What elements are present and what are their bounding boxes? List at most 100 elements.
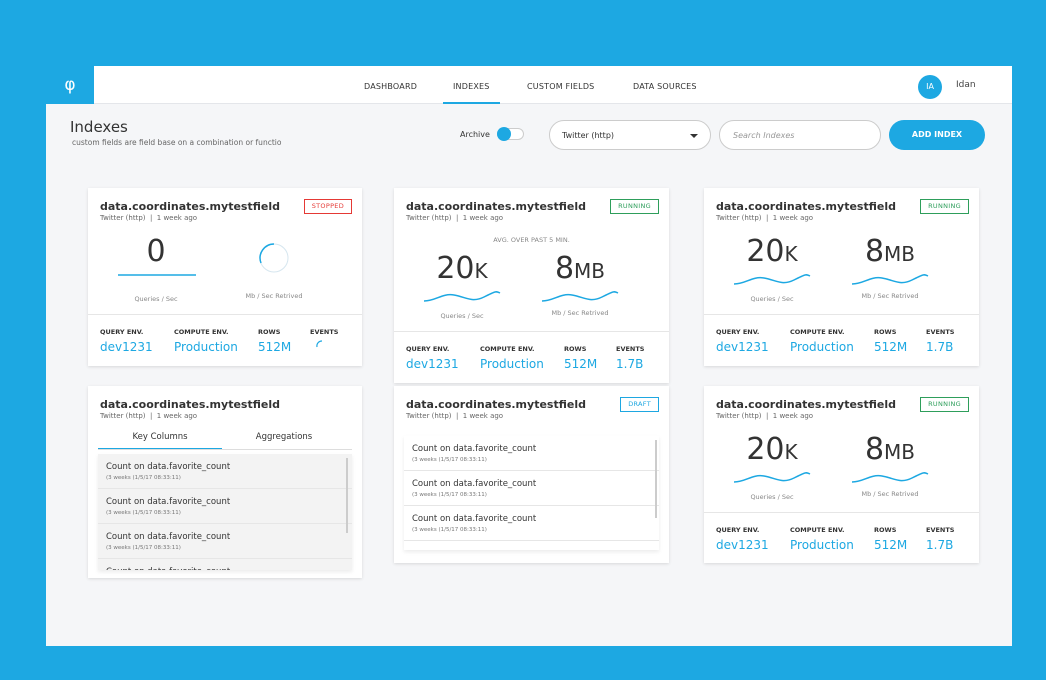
metric-unit: K xyxy=(784,242,798,266)
list-item[interactable]: Count on data.favorite_count (3 weeks (1/… xyxy=(98,489,352,524)
nav-item[interactable]: INDEXES xyxy=(443,66,500,104)
nav-item[interactable]: DASHBOARD xyxy=(364,82,418,91)
index-card[interactable]: data.coordinates.mytestfield Twitter (htt… xyxy=(394,188,669,383)
stat-label: QUERY ENV. xyxy=(716,526,760,534)
list-item[interactable]: Count on data.favorite_count (3 weeks (1/… xyxy=(404,506,659,541)
card-title: data.coordinates.mytestfield xyxy=(100,200,280,213)
stat-value: 1.7B xyxy=(616,357,644,371)
metric-label: Mb / Sec Retrived xyxy=(551,309,609,317)
index-card[interactable]: data.coordinates.mytestfield Twitter (htt… xyxy=(88,386,362,578)
stat-value: dev1231 xyxy=(716,538,769,552)
page-subtitle: custom fields are field base on a combin… xyxy=(72,138,282,147)
item-detail: (3 weeks (1/5/17 08:33:11) xyxy=(412,527,487,533)
tab-rule xyxy=(98,449,352,450)
stat-value: dev1231 xyxy=(716,340,769,354)
metric-value: 8MB xyxy=(520,251,640,286)
stat-label: COMPUTE ENV. xyxy=(790,328,845,336)
stat-label: ROWS xyxy=(564,345,587,353)
list-item[interactable]: Count on data.favorite_count (3 weeks (1/… xyxy=(98,524,352,559)
stat-label: COMPUTE ENV. xyxy=(174,328,229,336)
metric-value: 8MB xyxy=(830,234,950,269)
card-meta: Twitter (http) | 1 week ago xyxy=(716,214,814,222)
metric-unit: MB xyxy=(884,440,916,464)
metric-unit: K xyxy=(784,440,798,464)
metric-value: 20K xyxy=(712,432,832,467)
item-detail: (3 weeks (1/5/17 08:33:11) xyxy=(412,457,487,463)
source-dropdown[interactable]: Twitter (http) xyxy=(549,120,711,150)
index-card[interactable]: data.coordinates.mytestfield Twitter (htt… xyxy=(704,386,979,563)
metric-label: Queries / Sec xyxy=(440,312,484,320)
sparkline xyxy=(851,274,929,285)
metric-underline xyxy=(118,274,196,276)
card-title: data.coordinates.mytestfield xyxy=(716,200,896,213)
metric-label: Mb / Sec Retrived xyxy=(861,292,919,300)
stat-label: COMPUTE ENV. xyxy=(480,345,535,353)
item-title: Count on data.favorite_count xyxy=(412,514,537,524)
index-card[interactable]: data.coordinates.mytestfield Twitter (htt… xyxy=(88,188,362,366)
tab-underline xyxy=(98,448,222,449)
stat-value: Production xyxy=(790,340,854,354)
status-badge: STOPPED xyxy=(303,199,352,214)
card-meta: Twitter (http) | 1 week ago xyxy=(406,214,504,222)
item-title: Count on data.favorite_count xyxy=(106,462,231,472)
index-card[interactable]: data.coordinates.mytestfield Twitter (htt… xyxy=(394,386,669,563)
stat-value: 512M xyxy=(874,538,908,552)
archive-label: Archive xyxy=(460,130,490,139)
stat-label: ROWS xyxy=(874,328,897,336)
metric-number: 8 xyxy=(864,432,885,467)
sparkline xyxy=(733,274,811,285)
archive-toggle[interactable] xyxy=(497,127,524,141)
sparkline xyxy=(851,472,929,483)
search-input[interactable]: Search Indexes xyxy=(719,120,881,150)
metric-value: 8MB xyxy=(830,432,950,467)
loading-spinner xyxy=(259,243,289,273)
nav-item[interactable]: CUSTOM FIELDS xyxy=(527,82,595,91)
stat-label: QUERY ENV. xyxy=(100,328,144,336)
metric-number: 20 xyxy=(746,432,785,467)
sparkline xyxy=(423,291,501,302)
item-title: Count on data.favorite_count xyxy=(412,479,537,489)
tab[interactable]: Key Columns xyxy=(132,432,188,442)
item-title: Count on data.favorite_count xyxy=(106,567,352,570)
stat-value: Production xyxy=(174,340,238,354)
list-item[interactable]: Count on data.favorite_count xyxy=(98,559,352,570)
logo[interactable]: φ xyxy=(46,66,94,104)
scrollbar xyxy=(655,440,657,518)
metric-number: 0 xyxy=(146,234,166,269)
item-detail: (3 weeks (1/5/17 08:33:11) xyxy=(106,510,181,516)
status-badge: RUNNING xyxy=(920,199,969,214)
item-title: Count on data.favorite_count xyxy=(412,444,537,454)
divider xyxy=(704,314,979,315)
add-index-button[interactable]: ADD INDEX xyxy=(889,120,985,150)
app-window: φ IA Idan DASHBOARD INDEXES CUSTOM FIELDS D… xyxy=(46,66,1012,646)
stat-label: EVENTS xyxy=(616,345,645,353)
page-title: Indexes xyxy=(70,118,128,136)
index-card[interactable]: data.coordinates.mytestfield Twitter (htt… xyxy=(704,188,979,366)
list-item[interactable]: Count on data.favorite_count (3 weeks (1/… xyxy=(98,454,352,489)
card-title: data.coordinates.mytestfield xyxy=(406,398,586,411)
stat-value: 512M xyxy=(258,340,292,354)
stat-value: dev1231 xyxy=(406,357,459,371)
metric-number: 8 xyxy=(554,251,575,286)
card-meta: Twitter (http) | 1 week ago xyxy=(406,412,504,420)
stat-value: dev1231 xyxy=(100,340,153,354)
nav-item[interactable]: DATA SOURCES xyxy=(633,82,697,91)
item-list: Count on data.favorite_count (3 weeks (1/… xyxy=(404,436,659,550)
metric-number: 8 xyxy=(864,234,885,269)
avatar[interactable]: IA xyxy=(918,75,942,99)
user-name[interactable]: Idan xyxy=(956,80,976,90)
metric-value: 20K xyxy=(402,251,522,286)
stat-value: 512M xyxy=(564,357,598,371)
stat-label: EVENTS xyxy=(926,328,955,336)
list-item[interactable]: Count on data.favorite_count (3 weeks (1/… xyxy=(404,471,659,506)
card-meta: Twitter (http) | 1 week ago xyxy=(716,412,814,420)
item-detail: (3 weeks (1/5/17 08:33:11) xyxy=(106,545,181,551)
stat-value: 1.7B xyxy=(926,340,954,354)
item-title: Count on data.favorite_count xyxy=(106,532,231,542)
list-item[interactable]: Count on data.favorite_count (3 weeks (1/… xyxy=(404,436,659,471)
stat-value: 1.7B xyxy=(926,538,954,552)
loading-spinner xyxy=(316,340,323,348)
metric-value: 20K xyxy=(712,234,832,269)
tab[interactable]: Aggregations xyxy=(255,432,313,442)
